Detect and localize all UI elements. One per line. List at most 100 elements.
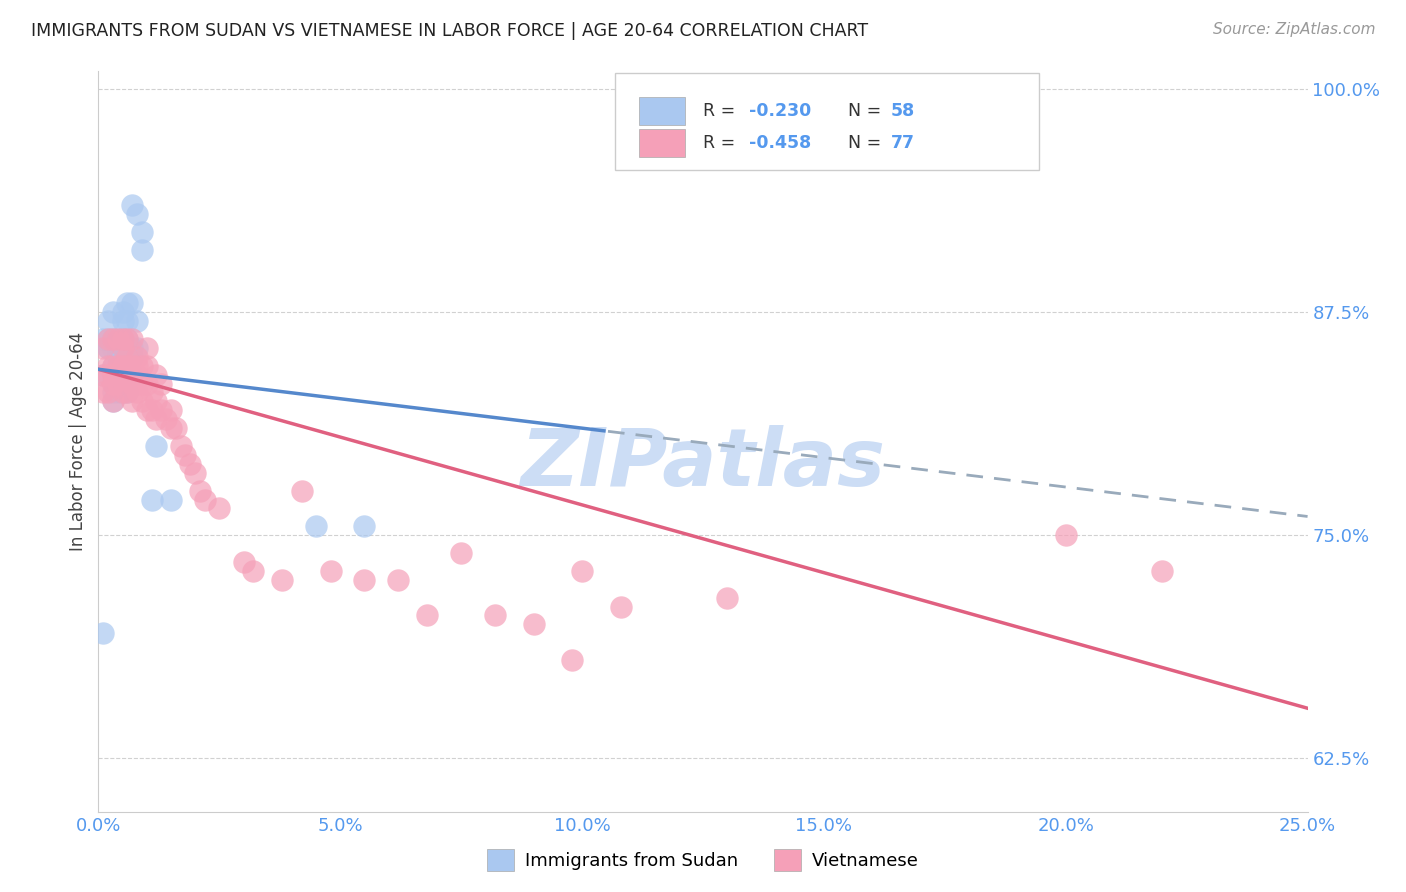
- Point: [188, 483, 211, 498]
- Point: [111, 332, 134, 346]
- Point: [101, 376, 124, 391]
- FancyBboxPatch shape: [638, 128, 685, 157]
- Point: [111, 314, 134, 328]
- Text: R =: R =: [703, 102, 741, 120]
- Point: [484, 608, 506, 623]
- Point: [127, 385, 149, 400]
- Point: [107, 385, 129, 400]
- Point: [111, 368, 134, 382]
- Point: [416, 608, 439, 623]
- Point: [97, 341, 120, 355]
- Point: [121, 368, 143, 382]
- FancyBboxPatch shape: [638, 97, 685, 125]
- Text: -0.230: -0.230: [749, 102, 811, 120]
- Point: [610, 599, 633, 614]
- Point: [571, 564, 593, 578]
- Text: N =: N =: [848, 134, 887, 152]
- Point: [194, 492, 217, 507]
- Text: IMMIGRANTS FROM SUDAN VS VIETNAMESE IN LABOR FORCE | AGE 20-64 CORRELATION CHART: IMMIGRANTS FROM SUDAN VS VIETNAMESE IN L…: [31, 22, 868, 40]
- Point: [91, 626, 114, 640]
- Point: [271, 573, 294, 587]
- Point: [107, 376, 129, 391]
- Point: [127, 359, 149, 373]
- Point: [107, 376, 129, 391]
- Point: [101, 341, 124, 355]
- Point: [127, 314, 149, 328]
- Point: [117, 296, 139, 310]
- Point: [101, 376, 124, 391]
- Point: [208, 501, 231, 516]
- Point: [117, 350, 139, 364]
- Point: [387, 573, 409, 587]
- Text: -0.458: -0.458: [749, 134, 811, 152]
- Point: [117, 350, 139, 364]
- Point: [107, 359, 129, 373]
- Point: [174, 448, 197, 462]
- Point: [107, 350, 129, 364]
- Point: [111, 341, 134, 355]
- Point: [97, 332, 120, 346]
- Point: [107, 341, 129, 355]
- Legend: Immigrants from Sudan, Vietnamese: Immigrants from Sudan, Vietnamese: [479, 842, 927, 879]
- Point: [716, 591, 738, 605]
- Point: [111, 368, 134, 382]
- Point: [111, 359, 134, 373]
- Point: [101, 305, 124, 319]
- Text: Source: ZipAtlas.com: Source: ZipAtlas.com: [1212, 22, 1375, 37]
- Point: [145, 394, 167, 409]
- Text: R =: R =: [703, 134, 741, 152]
- Y-axis label: In Labor Force | Age 20-64: In Labor Force | Age 20-64: [69, 332, 87, 551]
- Point: [184, 466, 207, 480]
- Point: [131, 225, 153, 239]
- Point: [117, 332, 139, 346]
- Point: [1054, 528, 1077, 542]
- Point: [111, 368, 134, 382]
- Point: [117, 359, 139, 373]
- Point: [91, 332, 114, 346]
- Point: [169, 439, 191, 453]
- Point: [165, 421, 187, 435]
- Point: [111, 385, 134, 400]
- Point: [107, 350, 129, 364]
- Point: [101, 332, 124, 346]
- Point: [121, 332, 143, 346]
- Point: [121, 341, 143, 355]
- Point: [91, 341, 114, 355]
- Point: [111, 332, 134, 346]
- Text: ZIPatlas: ZIPatlas: [520, 425, 886, 503]
- Point: [107, 332, 129, 346]
- Point: [131, 243, 153, 257]
- Point: [91, 368, 114, 382]
- Point: [101, 385, 124, 400]
- Point: [111, 385, 134, 400]
- Point: [141, 492, 163, 507]
- Point: [101, 368, 124, 382]
- Point: [145, 439, 167, 453]
- Point: [117, 368, 139, 382]
- Point: [111, 305, 134, 319]
- Point: [91, 368, 114, 382]
- Text: 77: 77: [890, 134, 914, 152]
- Point: [97, 385, 120, 400]
- Point: [111, 341, 134, 355]
- Point: [121, 368, 143, 382]
- Point: [305, 519, 328, 533]
- Point: [101, 359, 124, 373]
- Point: [290, 483, 312, 498]
- Point: [561, 653, 583, 667]
- Point: [160, 492, 183, 507]
- Point: [117, 314, 139, 328]
- Point: [117, 368, 139, 382]
- Point: [107, 376, 129, 391]
- Text: 58: 58: [890, 102, 915, 120]
- Point: [242, 564, 264, 578]
- Point: [107, 332, 129, 346]
- Point: [131, 394, 153, 409]
- Point: [319, 564, 342, 578]
- Point: [353, 519, 375, 533]
- Point: [117, 341, 139, 355]
- Point: [141, 403, 163, 417]
- Point: [117, 359, 139, 373]
- Point: [127, 341, 149, 355]
- Point: [135, 359, 157, 373]
